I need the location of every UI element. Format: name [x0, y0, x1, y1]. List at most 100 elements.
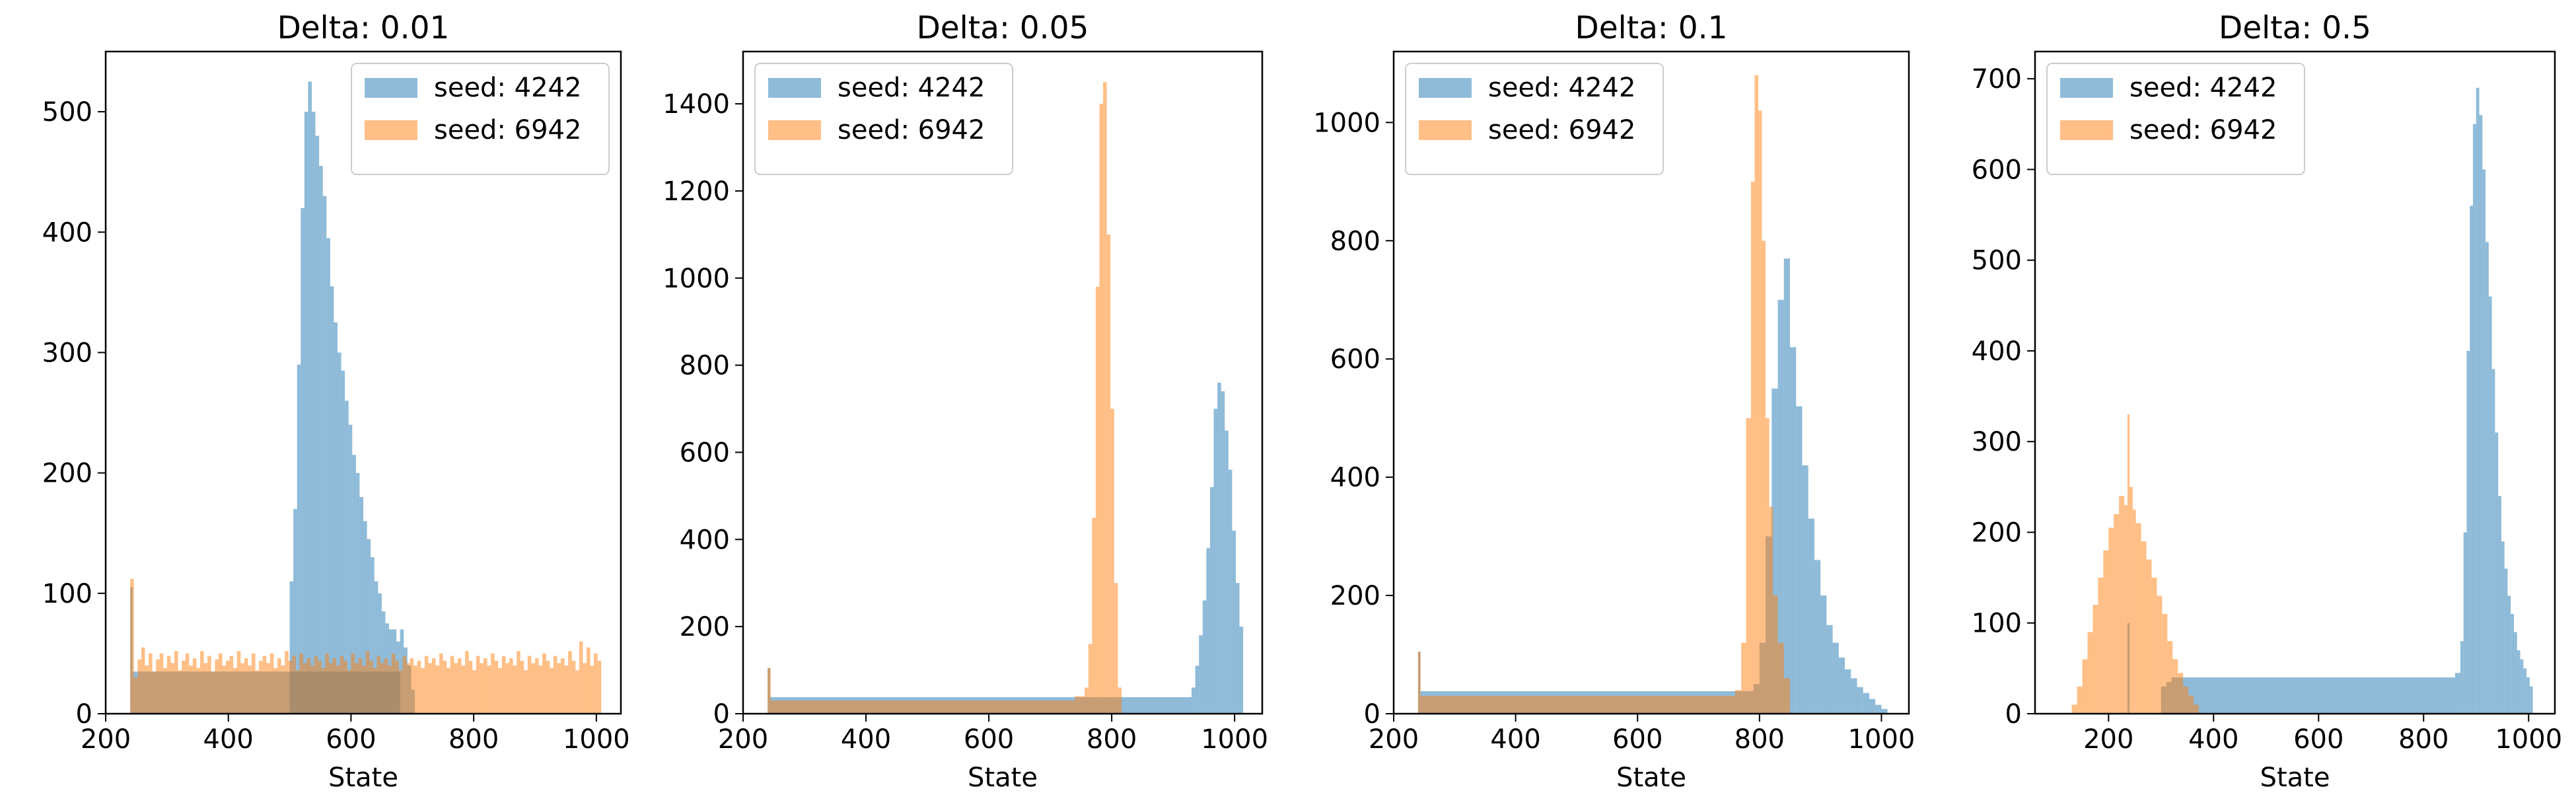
- histogram-bar: [2194, 704, 2200, 714]
- histogram-bar: [244, 658, 248, 714]
- histogram-bar: [2526, 677, 2530, 714]
- y-tick-label: 700: [1972, 64, 2022, 94]
- y-tick-label: 100: [1972, 609, 2022, 639]
- histogram-bar: [1762, 241, 1766, 714]
- histogram-bar: [1851, 678, 1857, 714]
- histogram-bar: [2178, 673, 2184, 714]
- x-tick-label: 600: [326, 724, 376, 755]
- y-tick-label: 400: [1330, 463, 1380, 493]
- histogram-bar: [2151, 578, 2157, 714]
- histogram-bar: [362, 665, 366, 714]
- legend-swatch: [1419, 78, 1472, 98]
- histogram-panel: 200 400 600 800 1000 0 100 200 300 400 500 600 700 De…: [1972, 10, 2563, 793]
- histogram-bar: [513, 665, 517, 714]
- histogram-bar: [166, 656, 171, 714]
- histogram-bar: [2188, 695, 2194, 714]
- histogram-bar: [318, 660, 322, 714]
- histogram-bar: [2479, 115, 2483, 714]
- y-tick-label: 200: [680, 612, 730, 642]
- legend-label: seed: 4242: [434, 73, 581, 103]
- histogram-bar: [211, 671, 215, 714]
- histogram-bar: [1099, 104, 1104, 714]
- histogram-bar: [2183, 686, 2189, 714]
- histogram-bar: [2124, 505, 2128, 714]
- histogram-bar: [590, 665, 594, 714]
- histogram-bar: [454, 663, 458, 714]
- histogram-bar: [310, 665, 314, 714]
- legend-swatch: [365, 120, 417, 140]
- histogram-bar: [417, 660, 421, 714]
- histogram-bar: [2495, 432, 2499, 714]
- histogram-bar: [192, 658, 197, 714]
- histogram-bar: [200, 651, 204, 714]
- histogram-bar: [367, 539, 371, 714]
- histogram-bar: [185, 653, 190, 714]
- histogram-bar: [2114, 514, 2120, 714]
- histogram-bar: [2511, 614, 2514, 714]
- histogram-bar: [402, 656, 406, 714]
- histogram-bar: [130, 578, 134, 714]
- histogram-bar: [315, 135, 320, 714]
- histogram-bar: [1092, 517, 1096, 714]
- histogram-bar: [345, 400, 349, 714]
- histogram-bar: [1773, 595, 1778, 714]
- histogram-bar: [378, 593, 382, 714]
- axes-frame: [742, 50, 1264, 715]
- histogram-bar: [428, 663, 432, 714]
- histogram-bar: [1118, 687, 1122, 714]
- histogram-bar: [2507, 595, 2511, 714]
- histogram-bar: [527, 656, 532, 714]
- histogram-bar: [2098, 578, 2104, 714]
- histogram-bar: [240, 663, 244, 714]
- histogram-bar: [141, 647, 145, 714]
- x-tick-label: 800: [1087, 724, 1137, 755]
- histogram-bar: [207, 656, 211, 714]
- histogram-bar: [432, 658, 436, 714]
- y-tick-label: 500: [42, 97, 92, 128]
- legend: seed: 4242 seed: 6942: [1405, 63, 1664, 175]
- histogram-bar: [369, 660, 373, 714]
- histogram-bar: [542, 653, 546, 714]
- histogram-bar: [2141, 541, 2147, 714]
- histogram-bar: [277, 658, 281, 714]
- histogram-bar: [524, 670, 528, 714]
- histogram-series: [130, 81, 415, 714]
- histogram-bar: [1875, 704, 1882, 714]
- histogram-bar: [156, 660, 160, 714]
- histogram-bar: [380, 663, 384, 714]
- histogram-bar: [1192, 687, 1196, 714]
- histogram-bar: [2513, 632, 2517, 714]
- histogram-bar: [1081, 696, 1085, 714]
- histogram-series: [2071, 414, 2200, 714]
- histogram-bar: [330, 286, 334, 714]
- histogram-bar: [458, 658, 462, 714]
- histogram-bar: [299, 653, 303, 714]
- histogram-bar: [1796, 406, 1803, 714]
- x-tick-label: 200: [718, 724, 768, 755]
- panel-title: Delta: 0.05: [917, 10, 1089, 46]
- y-tick-label: 500: [1972, 246, 2022, 276]
- histogram-bar: [1232, 531, 1236, 714]
- histogram-bar: [406, 663, 410, 714]
- x-tick-label: 600: [2293, 724, 2343, 755]
- histogram-bar: [597, 660, 602, 714]
- histogram-bar: [494, 660, 499, 714]
- histogram-bar: [1206, 548, 1210, 714]
- y-tick-label: 600: [680, 437, 730, 468]
- histogram-bar: [384, 658, 388, 714]
- histogram-bar: [343, 660, 347, 714]
- histogram-bar: [1783, 678, 1790, 714]
- histogram-bar: [2176, 677, 2455, 714]
- histogram-bar: [391, 653, 396, 714]
- histogram-bar: [2488, 296, 2492, 714]
- histogram-bar: [538, 665, 543, 714]
- histogram-bar: [189, 665, 193, 714]
- histogram-bar: [285, 651, 289, 714]
- y-tick-label: 0: [76, 699, 92, 730]
- histogram-bar: [2501, 541, 2505, 714]
- histogram-bar: [2520, 659, 2524, 714]
- x-axis-label: State: [968, 763, 1038, 793]
- histogram-panel: 200 400 600 800 1000 0 100 200 300 400 500 Delta: 0…: [42, 10, 630, 793]
- histogram-bar: [520, 660, 524, 714]
- histogram-bar: [1881, 708, 1888, 714]
